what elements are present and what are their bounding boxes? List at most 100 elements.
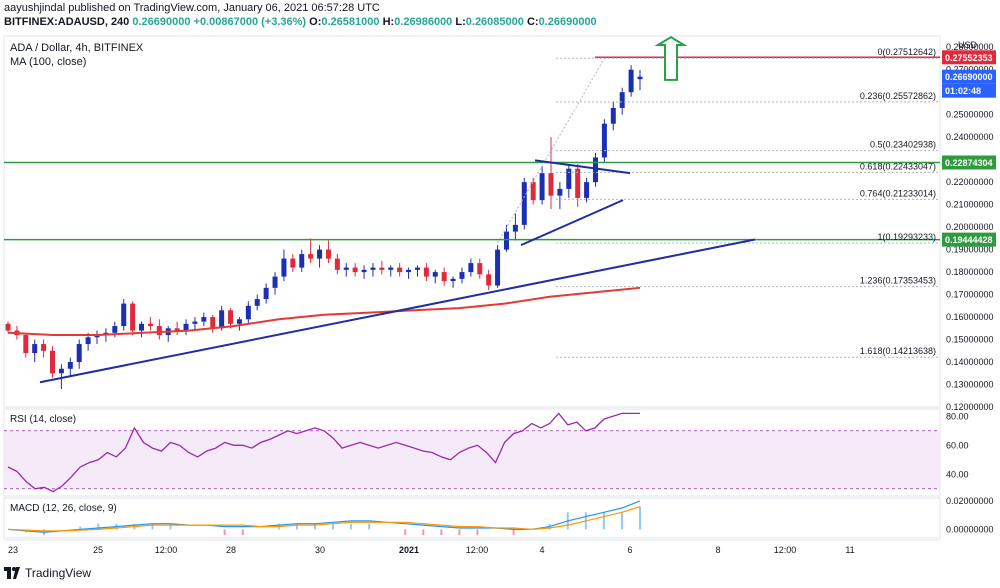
candle-body (584, 182, 590, 198)
macd-tick-label: 0.00000000 (946, 524, 994, 534)
last-price: 0.26690000 (132, 16, 191, 28)
candle-body (281, 258, 287, 277)
candle-body (557, 188, 563, 196)
price-tick-label: 0.14000000 (946, 357, 994, 367)
fib-level-label: 1(0.19293233) (877, 232, 936, 242)
candle-body (521, 182, 527, 225)
time-tick-label: 12:00 (155, 545, 178, 555)
time-tick-label: 28 (226, 545, 236, 555)
pennant-upper-trendline (534, 159, 631, 175)
candle-body (32, 344, 38, 354)
price-tick-label: 0.24000000 (946, 132, 994, 142)
candle-body (272, 276, 278, 288)
candle-body (41, 344, 47, 351)
high-label: H: (382, 16, 395, 28)
candle-body (432, 272, 438, 277)
support-upper-badge: 0.22874304 (945, 158, 993, 168)
candle-body (343, 267, 349, 270)
ma100-line (7, 286, 641, 336)
support-lower-badge-bg (942, 232, 996, 247)
candle-body (245, 305, 251, 320)
candle-body (236, 319, 242, 324)
candle-body (147, 323, 153, 327)
candle-body (619, 92, 625, 108)
candle-body (575, 168, 581, 198)
pennant-lower-trendline (520, 199, 624, 247)
rising-trendline (39, 238, 756, 384)
candle-body (441, 272, 447, 282)
breakout-arrow-icon (654, 35, 688, 81)
support-upper-badge-bg (942, 155, 996, 170)
candle-body (210, 317, 216, 329)
macd-signal-line (7, 506, 641, 532)
low-label: L: (455, 16, 466, 28)
candle-body (5, 323, 11, 331)
price-tick-label: 0.25000000 (946, 110, 994, 120)
candle-body (530, 182, 536, 201)
candle-body (23, 335, 29, 354)
fib-level-label: 0(0.27512642) (877, 47, 936, 57)
candle-body (414, 267, 420, 270)
price-tick-label: 0.12000000 (946, 402, 994, 412)
candle-body (361, 269, 367, 273)
candle-body (183, 323, 189, 331)
tradingview-logo-icon (4, 567, 20, 579)
candle-body (468, 263, 474, 273)
candle-body (352, 267, 358, 273)
ma-indicator-label: MA (100, close) (10, 56, 86, 68)
candle-body (637, 76, 643, 80)
candle-body (423, 267, 429, 277)
candle-body (263, 287, 269, 300)
candle-body (219, 310, 225, 329)
countdown-badge: 01:02:48 (945, 86, 981, 96)
candle-body (317, 249, 323, 259)
candle-body (628, 69, 634, 93)
candle-body (192, 321, 198, 324)
chart-canvas[interactable]: 0.280000000.270000000.260000000.25000000… (0, 30, 1000, 564)
candle-body (325, 249, 331, 259)
candle-body (495, 249, 501, 286)
symbol-ohlc-line: BITFINEX:ADAUSD, 240 0.26690000 +0.00867… (4, 16, 597, 28)
candle-body (592, 157, 598, 183)
resistance-price-badge-bg (942, 50, 996, 65)
price-tick-label: 0.20000000 (946, 222, 994, 232)
candle-body (174, 328, 180, 331)
tradingview-brand: TradingView (25, 566, 92, 580)
candle-body (254, 299, 260, 306)
candle-body (299, 254, 305, 268)
candle-body (610, 107, 616, 124)
close-label: C: (526, 16, 539, 28)
rsi-tick-label: 40.00 (946, 469, 969, 479)
candle-body (406, 269, 412, 273)
candle-body (139, 323, 145, 331)
candle-body (370, 267, 376, 270)
candle-body (67, 362, 73, 369)
publisher-line: aayushjindal published on TradingView.co… (4, 2, 380, 14)
candle-body (112, 326, 118, 333)
candle-body (548, 173, 554, 196)
time-tick-label: 4 (539, 545, 544, 555)
rsi-tick-label: 80.00 (946, 411, 969, 421)
time-tick-label: 11 (845, 545, 854, 555)
fib-anchor-line (497, 58, 605, 244)
open-label: O: (309, 16, 322, 28)
time-tick-label: 30 (315, 545, 325, 555)
time-tick-label: 25 (93, 545, 103, 555)
candle-body (503, 231, 509, 250)
candle-body (512, 224, 518, 232)
candle-body (601, 123, 607, 158)
candle-body (50, 350, 56, 374)
last-price-badge-bg (942, 69, 996, 84)
time-tick-label: 23 (8, 545, 18, 555)
footer: TradingView (4, 566, 91, 580)
price-tick-label: 0.16000000 (946, 312, 994, 322)
rsi-title: RSI (14, close) (10, 414, 76, 425)
candle-body (201, 317, 207, 322)
symbol-label: BITFINEX:ADAUSD, 240 (4, 16, 130, 28)
macd-pane-border (3, 497, 941, 539)
candle-body (566, 168, 572, 189)
candle-body (334, 258, 340, 270)
time-tick-label: 2021 (399, 545, 419, 555)
fib-level-label: 0.5(0.23402938) (870, 140, 936, 150)
fib-level-label: 0.236(0.25572862) (860, 91, 936, 101)
